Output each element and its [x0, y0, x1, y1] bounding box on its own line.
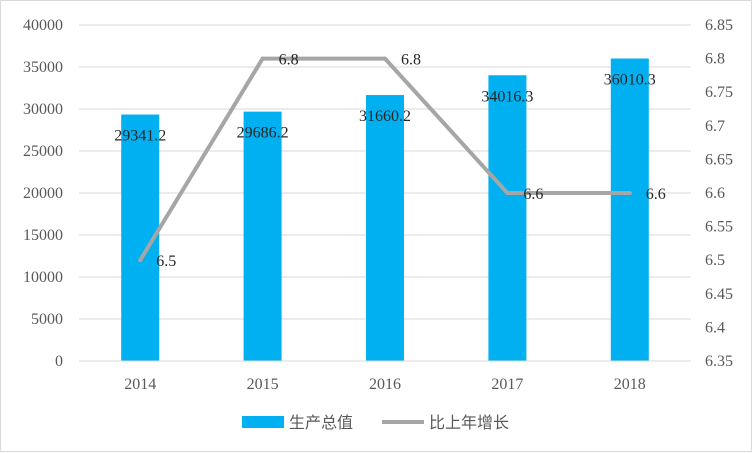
y-tick-label: 30000 [23, 101, 63, 118]
y-tick-label: 0 [55, 353, 63, 370]
line-data-label: 6.6 [523, 186, 543, 203]
line-point [260, 56, 265, 61]
bar [610, 58, 649, 361]
line-series [138, 56, 632, 263]
line-point [138, 258, 143, 263]
axes: 0 5000 10000 15000 20000 25000 30000 35000 40000… [23, 17, 733, 393]
line-data-label: 6.5 [156, 253, 176, 270]
legend-swatch-bar [242, 416, 284, 428]
legend-label-line: 比上年增长 [429, 413, 509, 432]
data-labels: 29341.2 29686.2 31660.2 34016.3 36010.3 6.5 6.… [114, 52, 666, 271]
line-data-label: 6.8 [279, 52, 299, 69]
bar-data-label: 34016.3 [481, 88, 533, 105]
y-tick-label: 25000 [23, 143, 63, 160]
x-tick-label: 2017 [491, 376, 523, 393]
y2-tick-label: 6.5 [705, 252, 725, 269]
line-point [627, 191, 632, 195]
y2-tick-label: 6.8 [705, 51, 725, 68]
y-tick-label: 15000 [23, 227, 63, 244]
line-data-label: 6.8 [401, 52, 421, 69]
bar-data-label: 36010.3 [604, 72, 656, 89]
y-tick-label: 5000 [31, 311, 63, 328]
line-point [505, 191, 510, 195]
bar-data-label: 29341.2 [114, 128, 166, 145]
y2-tick-label: 6.35 [705, 353, 733, 370]
x-tick-label: 2015 [247, 376, 279, 393]
legend-label-bar: 生产总值 [289, 413, 353, 432]
bar [243, 111, 282, 361]
y-tick-label: 40000 [23, 17, 63, 34]
bar [488, 75, 527, 362]
line-point [383, 56, 387, 61]
bar-data-label: 31660.2 [359, 108, 411, 125]
bar-series [121, 58, 649, 362]
y2-tick-label: 6.65 [705, 151, 733, 168]
bar [366, 95, 404, 361]
y2-tick-label: 6.45 [705, 286, 733, 303]
y2-tick-label: 6.85 [705, 17, 733, 34]
x-tick-label: 2018 [614, 376, 646, 393]
y-tick-label: 10000 [23, 269, 63, 286]
legend: 生产总值 比上年增长 [242, 413, 509, 432]
line-data-label: 6.6 [646, 186, 666, 203]
y2-tick-label: 6.55 [705, 219, 733, 236]
y-tick-label: 35000 [23, 59, 63, 76]
y2-tick-label: 6.7 [705, 118, 725, 135]
bar-data-label: 29686.2 [237, 125, 289, 142]
y2-tick-label: 6.75 [705, 84, 733, 101]
y2-tick-label: 6.4 [705, 319, 725, 336]
y-tick-label: 20000 [23, 185, 63, 202]
y2-tick-label: 6.6 [705, 185, 725, 202]
x-tick-label: 2016 [369, 376, 401, 393]
x-tick-label: 2014 [124, 376, 156, 393]
